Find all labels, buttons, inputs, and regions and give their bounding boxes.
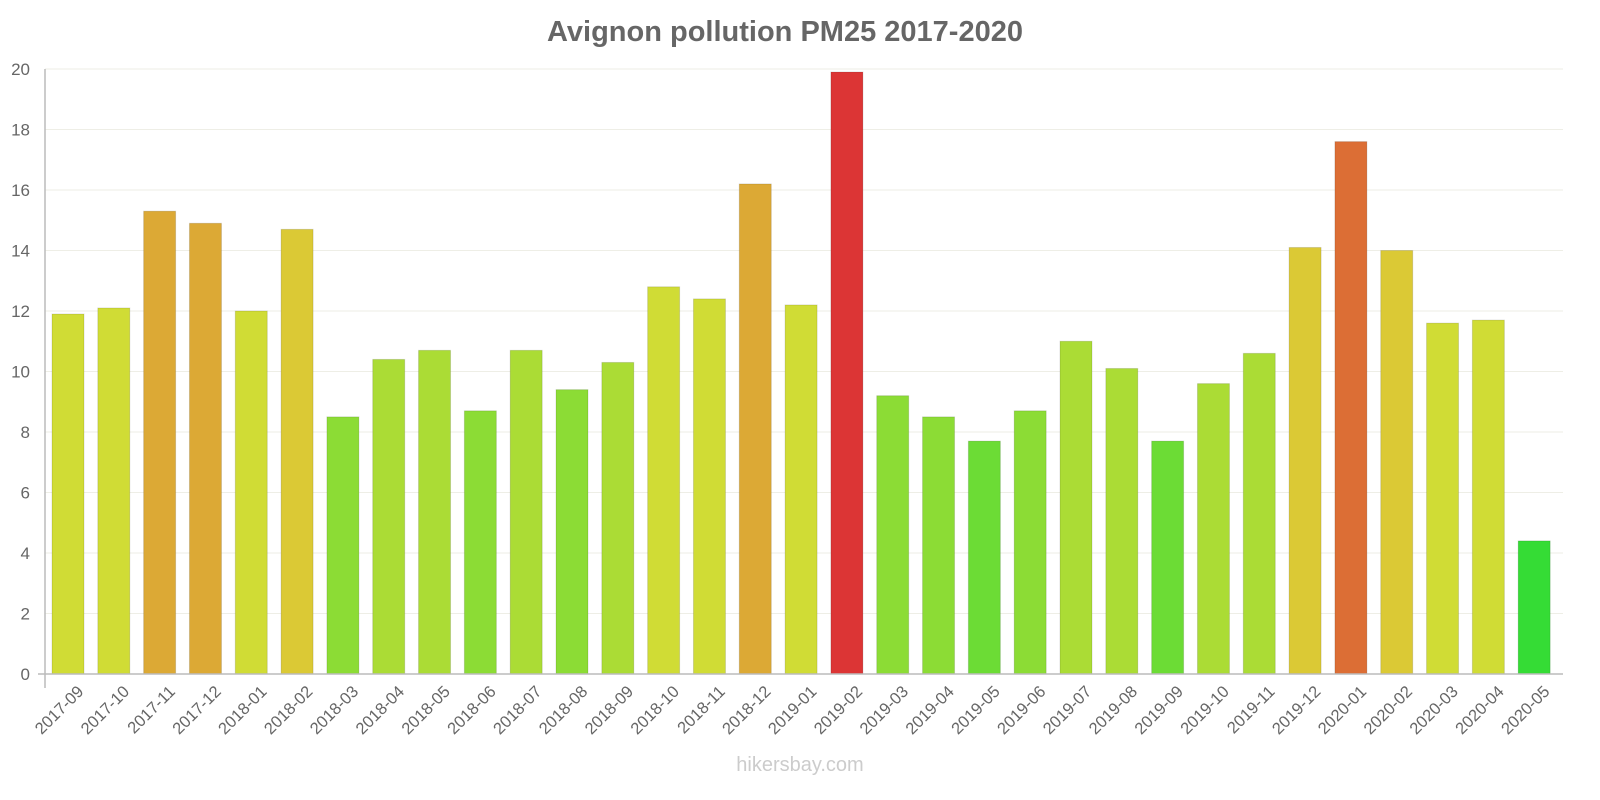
bar-2017-10[interactable] xyxy=(97,307,131,675)
watermark: hikersbay.com xyxy=(736,754,864,776)
y-tick-label: 10 xyxy=(11,363,30,382)
bar-2017-09[interactable] xyxy=(51,313,85,675)
bar-2018-09[interactable] xyxy=(601,361,635,675)
x-tick-label: 2019-01 xyxy=(765,683,821,739)
x-tick-label: 2019-05 xyxy=(948,683,1004,739)
bar-2018-12[interactable] xyxy=(738,183,772,675)
bar-2018-04[interactable] xyxy=(372,358,406,675)
x-tick-label: 2018-12 xyxy=(719,683,775,739)
x-tick-label: 2019-10 xyxy=(1177,683,1233,739)
y-tick-label: 6 xyxy=(21,484,30,503)
bar-2017-12[interactable] xyxy=(188,222,222,675)
x-tick-label: 2018-11 xyxy=(674,683,729,738)
y-tick-label: 18 xyxy=(11,121,30,140)
bar-2019-04[interactable] xyxy=(922,416,956,675)
x-tick-label: 2020-02 xyxy=(1360,683,1416,739)
bar-2020-01[interactable] xyxy=(1334,141,1368,675)
chart-title: Avignon pollution PM25 2017-2020 xyxy=(547,16,1023,48)
bars xyxy=(51,71,1551,675)
bar-2020-02[interactable] xyxy=(1380,250,1414,675)
bar-2018-11[interactable] xyxy=(692,298,726,675)
x-tick-label: 2018-08 xyxy=(536,683,592,739)
x-tick-label: 2019-09 xyxy=(1131,683,1187,739)
x-tick-label: 2017-09 xyxy=(32,683,88,739)
x-tick-label: 2019-07 xyxy=(1040,683,1096,739)
y-tick-label: 14 xyxy=(11,242,30,261)
x-tick-label: 2019-08 xyxy=(1086,683,1142,739)
x-tick-label: 2019-11 xyxy=(1224,683,1279,738)
bar-2020-04[interactable] xyxy=(1471,319,1505,675)
y-tick-label: 16 xyxy=(11,181,30,200)
bar-2019-01[interactable] xyxy=(784,304,818,675)
bar-2019-07[interactable] xyxy=(1059,340,1093,675)
bar-2017-11[interactable] xyxy=(143,210,177,675)
x-tick-label: 2020-01 xyxy=(1315,683,1371,739)
x-tick-label: 2019-12 xyxy=(1269,683,1325,739)
x-tick-label: 2017-11 xyxy=(124,683,179,738)
y-tick-label: 20 xyxy=(11,60,30,79)
bar-2018-08[interactable] xyxy=(555,389,589,675)
y-tick-label: 12 xyxy=(11,302,30,321)
x-tick-label: 2017-12 xyxy=(169,683,225,739)
bar-2019-06[interactable] xyxy=(1013,410,1047,675)
x-tick-label: 2018-02 xyxy=(261,683,317,739)
x-tick-label: 2018-09 xyxy=(582,683,638,739)
x-tick-label: 2018-04 xyxy=(352,683,408,739)
x-tick-label: 2018-01 xyxy=(215,683,271,739)
x-tick-label: 2019-02 xyxy=(811,683,867,739)
bar-2019-02[interactable] xyxy=(830,71,864,675)
y-tick-label: 2 xyxy=(21,605,30,624)
x-axis-labels: 2017-092017-102017-112017-122018-012018-… xyxy=(32,683,1554,739)
x-tick-label: 2017-10 xyxy=(78,683,134,739)
bar-2019-08[interactable] xyxy=(1105,367,1139,675)
x-tick-label: 2019-04 xyxy=(902,683,958,739)
x-tick-label: 2019-03 xyxy=(856,683,912,739)
bar-2019-12[interactable] xyxy=(1288,246,1322,675)
bar-2018-05[interactable] xyxy=(418,349,452,675)
y-tick-label: 4 xyxy=(21,544,30,563)
bar-2018-03[interactable] xyxy=(326,416,360,675)
x-tick-label: 2019-06 xyxy=(994,683,1050,739)
x-tick-label: 2018-10 xyxy=(627,683,683,739)
x-tick-label: 2018-05 xyxy=(398,683,454,739)
bar-2018-01[interactable] xyxy=(234,310,268,675)
bar-2019-05[interactable] xyxy=(967,440,1001,675)
bar-2018-06[interactable] xyxy=(463,410,497,675)
bar-2018-07[interactable] xyxy=(509,349,543,675)
bar-2019-10[interactable] xyxy=(1196,383,1230,675)
x-tick-label: 2018-03 xyxy=(307,683,363,739)
x-tick-label: 2020-05 xyxy=(1498,683,1554,739)
bar-2020-05[interactable] xyxy=(1517,540,1551,675)
bar-2020-03[interactable] xyxy=(1426,322,1460,675)
x-tick-label: 2020-04 xyxy=(1452,683,1508,739)
bar-2019-11[interactable] xyxy=(1242,352,1276,675)
y-axis-ticks: 0 2 4 6 8 10 12 14 16 18 20 xyxy=(11,60,30,684)
x-tick-label: 2020-03 xyxy=(1406,683,1462,739)
x-tick-label: 2018-07 xyxy=(490,683,546,739)
x-tick-label: 2018-06 xyxy=(444,683,500,739)
y-tick-label: 0 xyxy=(21,665,30,684)
y-tick-label: 8 xyxy=(21,423,30,442)
bar-2018-02[interactable] xyxy=(280,228,314,675)
bar-2018-10[interactable] xyxy=(647,286,681,675)
bar-2019-09[interactable] xyxy=(1151,440,1185,675)
bar-2019-03[interactable] xyxy=(876,395,910,675)
